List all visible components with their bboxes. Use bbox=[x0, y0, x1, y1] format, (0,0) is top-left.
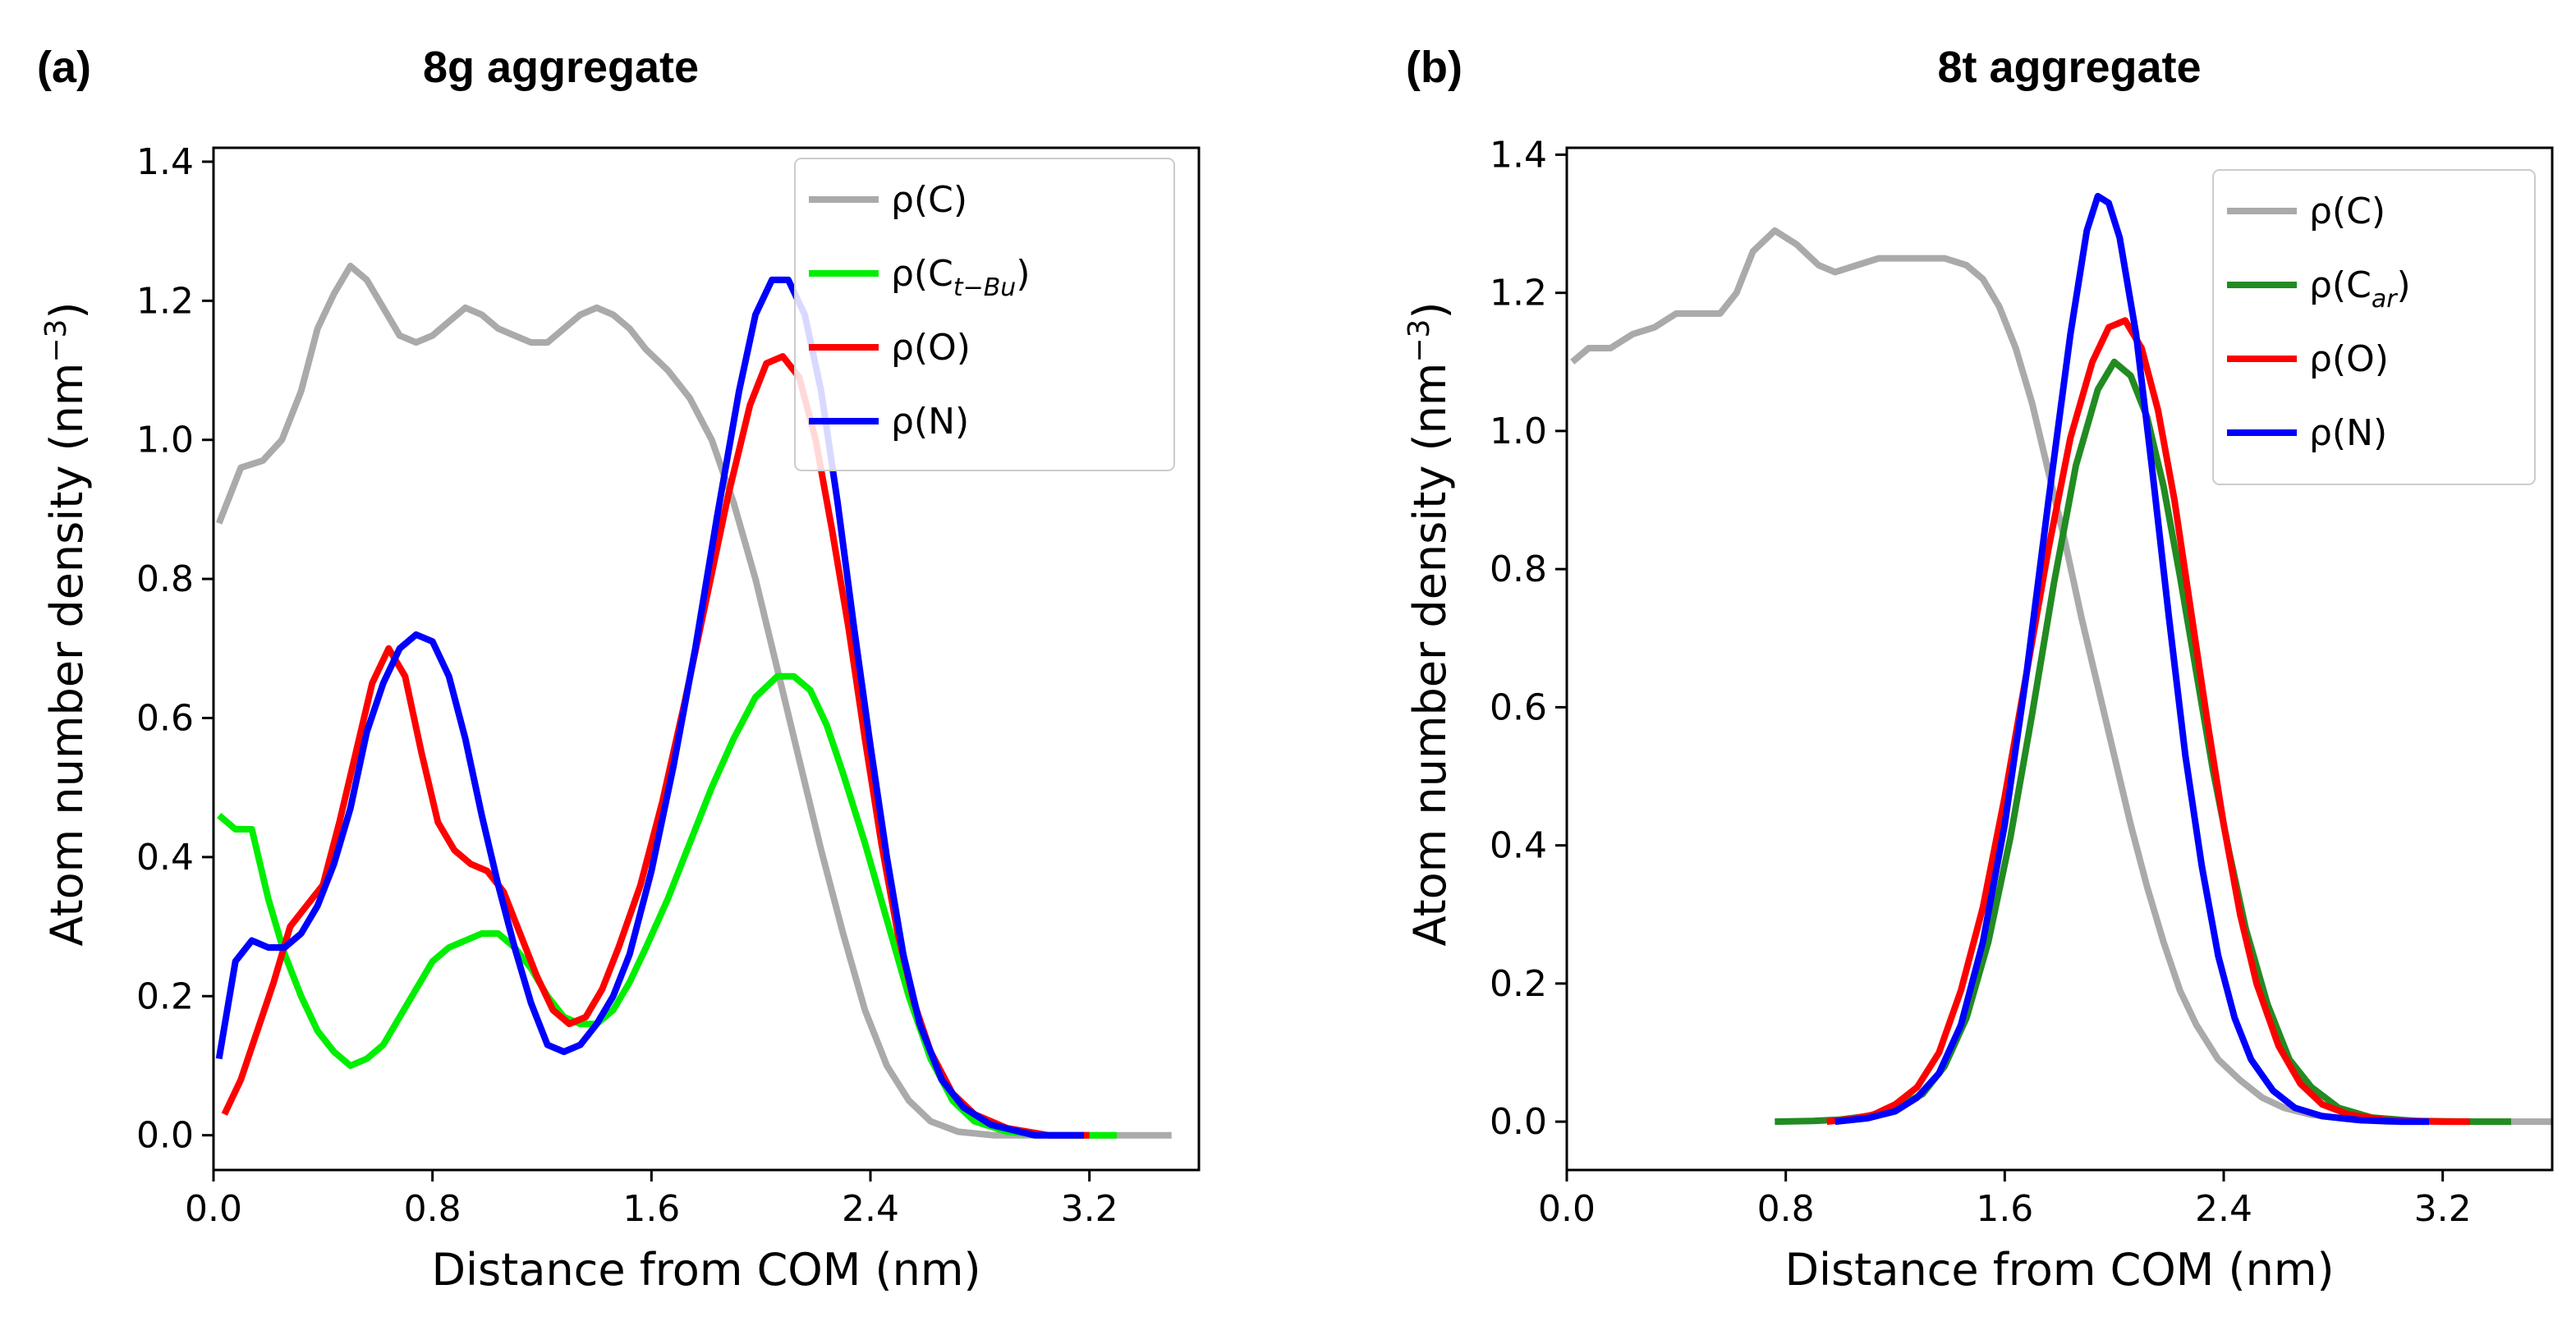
legend-label: ρ(C) bbox=[891, 179, 967, 221]
series-line-1 bbox=[217, 672, 1117, 1139]
y-tick-label: 1.0 bbox=[1490, 411, 1547, 452]
chart-title: 8t aggregate bbox=[1937, 43, 2201, 92]
y-tick-label: 0.8 bbox=[1490, 548, 1547, 590]
legend-label: ρ(Ct−Bu) bbox=[891, 253, 1031, 302]
y-axis-title-main: Atom number density (nm bbox=[1404, 363, 1456, 947]
panel-label: (b) bbox=[1406, 43, 1462, 92]
legend-label-end: ) bbox=[1016, 253, 1030, 295]
y-tick-label: 1.0 bbox=[136, 420, 194, 461]
y-tick-label: 0.4 bbox=[136, 837, 194, 879]
chart-title: 8g aggregate bbox=[423, 43, 699, 92]
plot-area-frame bbox=[1565, 146, 2554, 1172]
legend-label-main: ρ(C bbox=[891, 253, 953, 295]
legend-label-subscript: ar bbox=[2372, 285, 2398, 314]
legend-label-end: ) bbox=[953, 179, 967, 221]
panel-b: (b) 8t aggregate 0.0 0.8 1.6 2.4 3.20.00.20.… bbox=[1403, 43, 2554, 1296]
panel-label: (a) bbox=[37, 43, 91, 92]
plot-area-frame bbox=[212, 146, 1201, 1172]
y-tick-label: 0.2 bbox=[1490, 963, 1547, 1005]
legend-frame bbox=[2212, 169, 2536, 485]
legend-label-main: ρ(C bbox=[2309, 264, 2372, 306]
legend-label-main: ρ(O bbox=[2309, 338, 2375, 380]
legend-label: ρ(Car) bbox=[2309, 264, 2411, 314]
y-axis-title: Atom number density (nm−3) bbox=[1403, 301, 1456, 946]
y-tick-label: 1.4 bbox=[1490, 134, 1547, 176]
series-line-0 bbox=[1570, 227, 2552, 1126]
legend-frame bbox=[794, 158, 1175, 471]
y-axis-title-close: ) bbox=[1404, 301, 1456, 319]
legend-label-main: ρ(N bbox=[2309, 412, 2373, 454]
y-axis-title-exponent: −3 bbox=[1403, 319, 1436, 363]
legend-label-main: ρ(N bbox=[891, 401, 955, 443]
x-tick-label: 2.4 bbox=[2195, 1188, 2252, 1230]
series-line-3 bbox=[1834, 192, 2429, 1126]
x-tick-label: 0.8 bbox=[1757, 1188, 1815, 1230]
legend: ρ(C)ρ(Ct−Bu)ρ(O)ρ(N) bbox=[794, 158, 1175, 471]
legend-label-main: ρ(O bbox=[891, 327, 957, 369]
legend-label: ρ(N) bbox=[2309, 412, 2387, 454]
y-tick-label: 1.2 bbox=[1490, 273, 1547, 314]
legend-label-end: ) bbox=[2375, 338, 2389, 380]
x-tick-label: 2.4 bbox=[842, 1188, 899, 1230]
y-tick-label: 1.2 bbox=[136, 280, 194, 322]
series-line-2 bbox=[221, 353, 1090, 1139]
legend: ρ(C)ρ(Car)ρ(O)ρ(N) bbox=[2212, 169, 2536, 485]
y-tick-label: 0.2 bbox=[136, 975, 194, 1017]
legend-label: ρ(N) bbox=[891, 401, 969, 443]
x-axis-title: Distance from COM (nm) bbox=[431, 1244, 980, 1296]
x-tick-label: 3.2 bbox=[1061, 1188, 1118, 1230]
y-tick-label: 0.4 bbox=[1490, 825, 1547, 867]
y-axis-title-exponent: −3 bbox=[39, 319, 73, 363]
legend-entries: ρ(C)ρ(Car)ρ(O)ρ(N) bbox=[2227, 190, 2411, 454]
series-layer bbox=[1570, 192, 2552, 1126]
y-tick-label: 0.0 bbox=[136, 1115, 194, 1157]
legend-label: ρ(O) bbox=[891, 327, 971, 369]
legend-label-end: ) bbox=[957, 327, 971, 369]
legend-label-end: ) bbox=[2397, 264, 2411, 306]
x-tick-label: 0.8 bbox=[404, 1188, 461, 1230]
legend-label-end: ) bbox=[2373, 412, 2387, 454]
y-axis-title: Atom number density (nm−3) bbox=[39, 301, 93, 946]
x-tick-label: 1.6 bbox=[1976, 1188, 2033, 1230]
y-axis-title-main: Atom number density (nm bbox=[41, 363, 93, 947]
series-layer bbox=[215, 263, 1172, 1139]
legend-entries: ρ(C)ρ(Ct−Bu)ρ(O)ρ(N) bbox=[809, 179, 1031, 443]
y-tick-label: 0.8 bbox=[136, 558, 194, 600]
y-tick-label: 0.6 bbox=[136, 697, 194, 739]
panel-a: (a) 8g aggregate 0.0 0.8 1.6 2.4 3.20.00.20.… bbox=[37, 43, 1201, 1296]
legend-label-end: ) bbox=[955, 401, 969, 443]
legend-label: ρ(C) bbox=[2309, 190, 2385, 232]
y-tick-label: 1.4 bbox=[136, 141, 194, 183]
series-line-0 bbox=[215, 263, 1172, 1139]
x-tick-label: 0.0 bbox=[1538, 1188, 1596, 1230]
x-tick-label: 1.6 bbox=[622, 1188, 680, 1230]
x-tick-label: 0.0 bbox=[185, 1188, 242, 1230]
y-tick-label: 0.6 bbox=[1490, 686, 1547, 728]
legend-label: ρ(O) bbox=[2309, 338, 2389, 380]
legend-label-main: ρ(C bbox=[891, 179, 953, 221]
x-axis-title: Distance from COM (nm) bbox=[1784, 1244, 2334, 1296]
legend-label-subscript: t−Bu bbox=[953, 273, 1017, 302]
ticks-layer: 0.0 0.8 1.6 2.4 3.2 0.0 0.2 0.4 0.6 0.8 1.0 1.2 1.4 bbox=[136, 141, 1118, 1230]
legend-label-end: ) bbox=[2372, 190, 2385, 232]
legend-label-main: ρ(C bbox=[2309, 190, 2372, 232]
y-axis-title-close: ) bbox=[41, 301, 93, 319]
series-line-3 bbox=[215, 276, 1084, 1139]
x-tick-label: 3.2 bbox=[2414, 1188, 2472, 1230]
ticks-layer: 0.0 0.8 1.6 2.4 3.2 0.0 0.2 0.4 0.6 0.8 1.0 1.2 1.4 bbox=[1490, 134, 2472, 1230]
y-tick-label: 0.0 bbox=[1490, 1101, 1547, 1143]
